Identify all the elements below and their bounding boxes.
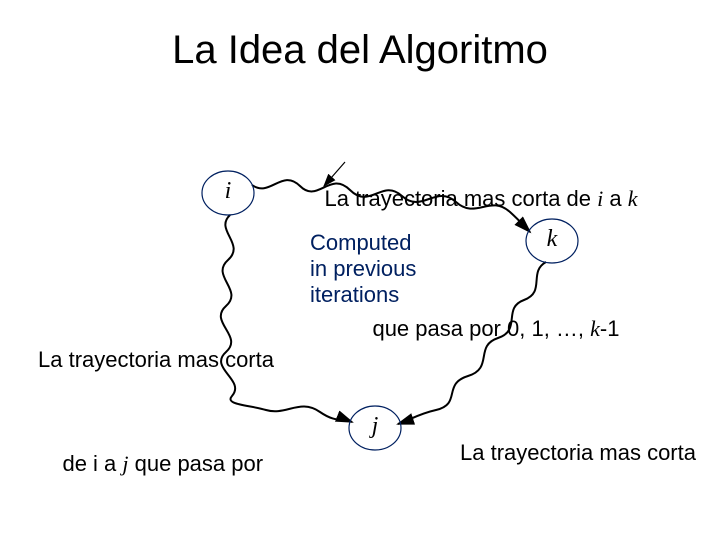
node-j-label: j: [355, 413, 395, 440]
node-i-label: i: [208, 178, 248, 205]
ann-top-l1b: a: [603, 186, 627, 211]
ann-right-l1: La trayectoria mas corta: [460, 440, 696, 466]
annotation-left: La trayectoria mas corta de i a j que pa…: [38, 295, 274, 540]
ann-top-l1a: La trayectoria mas corta de: [324, 186, 597, 211]
ann-top-l2i: k: [590, 316, 600, 341]
annotation-center: Computed in previous iterations: [310, 230, 416, 308]
annotation-right: La trayectoria mas corta de k a j que pa…: [460, 388, 696, 540]
ann-top-k: k: [628, 186, 638, 211]
ann-left-l1: La trayectoria mas corta: [38, 347, 274, 373]
ann-left-l2b: que pasa por: [129, 451, 264, 476]
ann-top-l2a: que pasa por 0, 1, …,: [372, 316, 590, 341]
ann-left-l2a: de i a: [62, 451, 122, 476]
ann-top-l2b: -1: [600, 316, 620, 341]
